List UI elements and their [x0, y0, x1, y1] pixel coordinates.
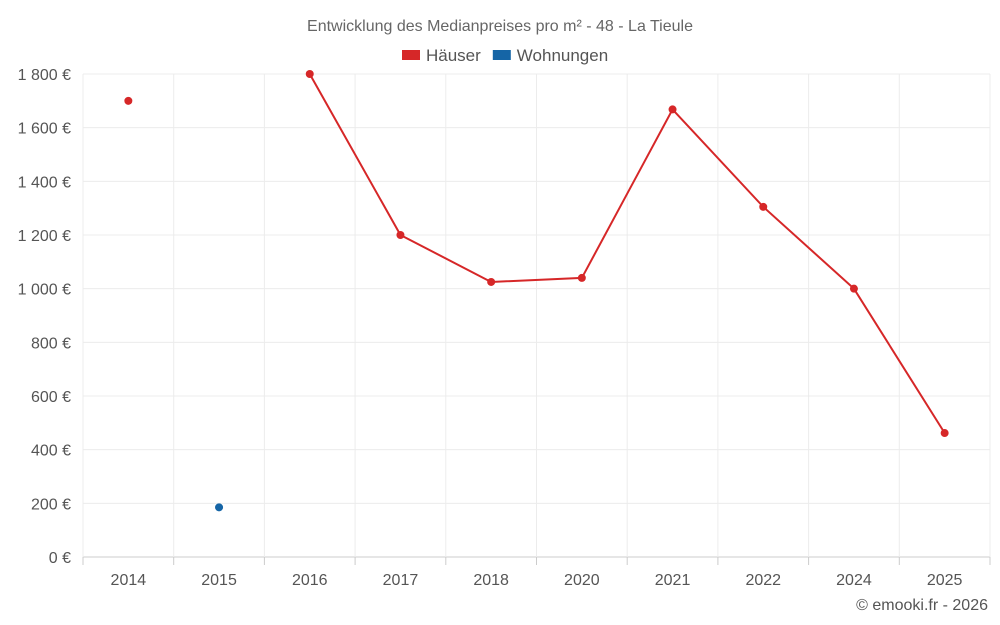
y-tick-label: 800 €: [31, 335, 71, 352]
y-tick-label: 1 600 €: [18, 121, 71, 138]
y-tick-label: 400 €: [31, 443, 71, 460]
y-tick-label: 200 €: [31, 496, 71, 513]
data-point[interactable]: [396, 231, 405, 239]
y-tick-label: 1 200 €: [18, 228, 71, 245]
legend-item[interactable]: Wohnungen: [492, 46, 608, 65]
grid: [82, 73, 991, 558]
data-point[interactable]: [759, 202, 768, 211]
legend-swatch: [402, 50, 420, 60]
x-tick-label: 2022: [745, 572, 781, 589]
x-tick-label: 2017: [383, 572, 419, 589]
y-tick-label: 1 400 €: [18, 174, 71, 191]
x-tick-label: 2016: [292, 572, 328, 589]
x-tick-label: 2020: [564, 572, 600, 589]
data-point[interactable]: [940, 429, 949, 438]
data-point[interactable]: [124, 96, 133, 105]
x-tick-label: 2018: [473, 572, 509, 589]
data-point[interactable]: [577, 273, 586, 282]
x-tick-label: 2014: [111, 572, 147, 589]
y-tick-label: 600 €: [31, 389, 71, 406]
data-point[interactable]: [668, 105, 677, 114]
legend: Häuser Wohnungen: [402, 46, 608, 65]
legend-swatch: [492, 50, 511, 60]
legend-item[interactable]: Häuser: [402, 46, 481, 65]
legend-label: Wohnungen: [517, 46, 608, 65]
data-point[interactable]: [215, 503, 224, 512]
credit-text: © emooki.fr - 2026: [856, 597, 988, 614]
axes: 0 € 200 € 400 € 600 € 800 € 1 000 € 1 200 € 1 4…: [18, 67, 991, 589]
x-tick-label: 2025: [927, 572, 963, 589]
chart-title: Entwicklung des Medianpreises pro m² - 4…: [307, 18, 693, 35]
x-tick-label: 2015: [201, 572, 237, 589]
legend-label: Häuser: [426, 46, 481, 65]
data-point[interactable]: [487, 277, 496, 286]
y-tick-label: 0 €: [49, 550, 71, 567]
y-tick-label: 1 000 €: [18, 282, 71, 299]
series-layer: [124, 70, 949, 512]
x-tick-label: 2024: [836, 572, 872, 589]
data-point[interactable]: [849, 284, 858, 293]
data-point[interactable]: [305, 70, 314, 78]
y-tick-label: 1 800 €: [18, 67, 71, 84]
series-line: [308, 73, 946, 434]
x-tick-label: 2021: [655, 572, 691, 589]
